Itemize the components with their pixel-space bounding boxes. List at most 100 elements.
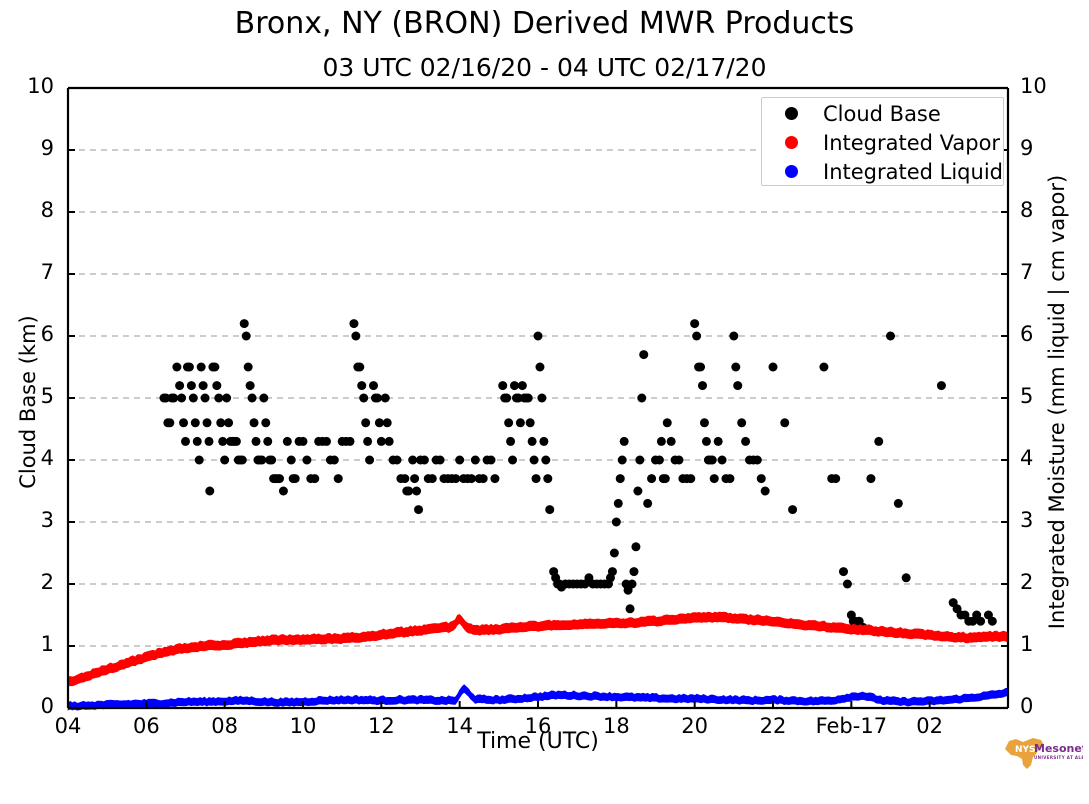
svg-text:NYS: NYS	[1015, 745, 1036, 755]
y-tick-label-left: 3	[40, 508, 54, 532]
series-band-integrated-vapor	[67, 611, 1009, 687]
scatter-point	[247, 393, 257, 403]
scatter-point	[251, 436, 261, 446]
scatter-point	[181, 436, 190, 446]
scatter-point	[257, 455, 267, 465]
scatter-point	[666, 436, 676, 446]
y-tick-label-right: 4	[1020, 446, 1034, 470]
x-tick-label: 20	[681, 714, 709, 738]
scatter-point	[384, 436, 394, 446]
legend-item-integrated-vapor[interactable]: Integrated Vapor	[762, 128, 1005, 157]
scatter-point	[298, 436, 308, 446]
y-tick-label-left: 4	[40, 446, 54, 470]
scatter-point	[329, 455, 339, 465]
x-tick-label: 08	[211, 714, 239, 738]
scatter-point	[218, 436, 228, 446]
scatter-point	[643, 498, 653, 508]
y-tick-label-right: 8	[1020, 198, 1034, 222]
scatter-point	[633, 486, 643, 496]
y-tick-label-left: 6	[40, 322, 54, 346]
scatter-point	[165, 418, 175, 428]
y-tick-label-left: 7	[40, 260, 54, 284]
scatter-point	[768, 362, 778, 372]
scatter-point	[333, 474, 343, 484]
scatter-point	[731, 362, 741, 372]
scatter-point	[245, 381, 255, 391]
scatter-point	[290, 474, 300, 484]
scatter-point	[510, 381, 519, 391]
scatter-point	[707, 455, 717, 465]
scatter-point	[188, 393, 198, 403]
x-tick-label: 06	[132, 714, 160, 738]
scatter-point	[717, 455, 727, 465]
scatter-point	[874, 436, 884, 446]
scatter-point	[363, 436, 373, 446]
scatter-point	[220, 455, 230, 465]
scatter-point	[662, 418, 672, 428]
scatter-point	[788, 505, 798, 515]
data-series	[67, 319, 1009, 711]
scatter-point	[619, 436, 629, 446]
scatter-point	[831, 474, 841, 484]
y-tick-label-left: 2	[40, 570, 54, 594]
scatter-point	[263, 436, 273, 446]
scatter-point	[400, 474, 410, 484]
x-tick-label: 22	[759, 714, 787, 738]
scatter-point	[267, 455, 277, 465]
scatter-point	[709, 474, 719, 484]
scatter-point	[349, 319, 359, 329]
y-axis-left-label: Cloud Base (km)	[16, 315, 40, 489]
scatter-point	[222, 393, 232, 403]
legend-label: Cloud Base	[823, 101, 941, 126]
y-tick-label-left: 1	[40, 632, 54, 656]
scatter-point	[842, 579, 852, 589]
scatter-point	[231, 436, 241, 446]
chart-legend: Cloud Base Integrated Vapor Integrated Liq…	[761, 97, 1004, 186]
scatter-point	[214, 393, 224, 403]
scatter-point	[780, 418, 790, 428]
scatter-point	[506, 436, 516, 446]
scatter-point	[169, 393, 179, 403]
legend-item-cloud-base[interactable]: Cloud Base	[762, 99, 1005, 128]
y-tick-label-left: 10	[27, 74, 54, 98]
scatter-point	[498, 381, 508, 391]
scatter-point	[987, 616, 997, 626]
scatter-point	[179, 418, 189, 428]
scatter-point	[490, 474, 500, 484]
scatter-point	[302, 455, 312, 465]
scatter-point	[216, 418, 226, 428]
scatter-point	[525, 418, 535, 428]
scatter-point	[470, 455, 480, 465]
scatter-point	[660, 474, 670, 484]
x-tick-label: 02	[916, 714, 944, 738]
scatter-point	[637, 393, 647, 403]
scatter-point	[607, 567, 617, 577]
scatter-point	[625, 604, 635, 614]
x-tick-label: 14	[446, 714, 474, 738]
scatter-point	[725, 474, 735, 484]
scatter-point	[243, 362, 253, 372]
scatter-point	[696, 362, 706, 372]
scatter-cloud-base	[159, 319, 997, 632]
scatter-point	[543, 474, 553, 484]
scatter-point	[392, 455, 402, 465]
scatter-point	[531, 474, 541, 484]
scatter-point	[504, 418, 514, 428]
scatter-point	[210, 362, 220, 372]
scatter-point	[410, 474, 420, 484]
scatter-point	[372, 393, 382, 403]
scatter-point	[351, 331, 361, 341]
scatter-point	[627, 579, 637, 589]
y-tick-label-right: 6	[1020, 322, 1034, 346]
legend-item-integrated-liquid[interactable]: Integrated Liquid	[762, 157, 1005, 186]
legend-marker-icon	[785, 136, 798, 149]
scatter-point	[529, 455, 539, 465]
scatter-point	[322, 436, 331, 446]
scatter-point	[656, 436, 666, 446]
scatter-point	[613, 498, 623, 508]
y-tick-label-right: 2	[1020, 570, 1034, 594]
x-axis-label: Time (UTC)	[477, 729, 599, 754]
scatter-point	[380, 393, 390, 403]
scatter-point	[486, 455, 496, 465]
scatter-point	[278, 486, 288, 496]
